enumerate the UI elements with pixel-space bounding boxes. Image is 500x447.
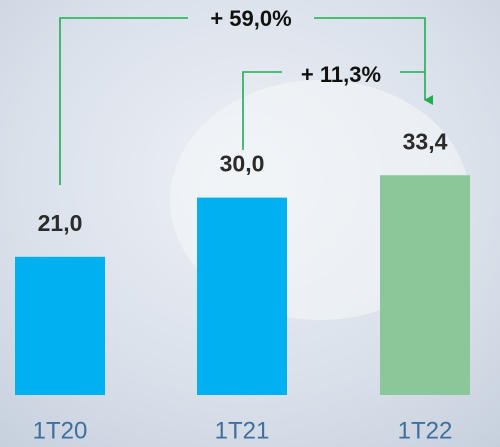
- bar: [197, 198, 287, 395]
- bar: [15, 257, 105, 395]
- page: {"chart_data": {"type": "bar", "categori…: [0, 0, 500, 447]
- value-label: 30,0: [220, 151, 265, 177]
- x-tick-label: 1T20: [33, 417, 88, 444]
- annotation: + 59,0%: [210, 6, 291, 31]
- x-tick-label: 1T21: [215, 417, 270, 444]
- chart: + 59,0% + 11,3% 21,0 1T20 30,0 1T21 33,4 1T22: [0, 0, 500, 447]
- annotation: + 11,3%: [301, 62, 381, 87]
- x-tick-label: 1T22: [398, 417, 453, 444]
- value-label: 21,0: [38, 210, 83, 236]
- value-label: 33,4: [403, 128, 448, 154]
- bar: [380, 175, 470, 395]
